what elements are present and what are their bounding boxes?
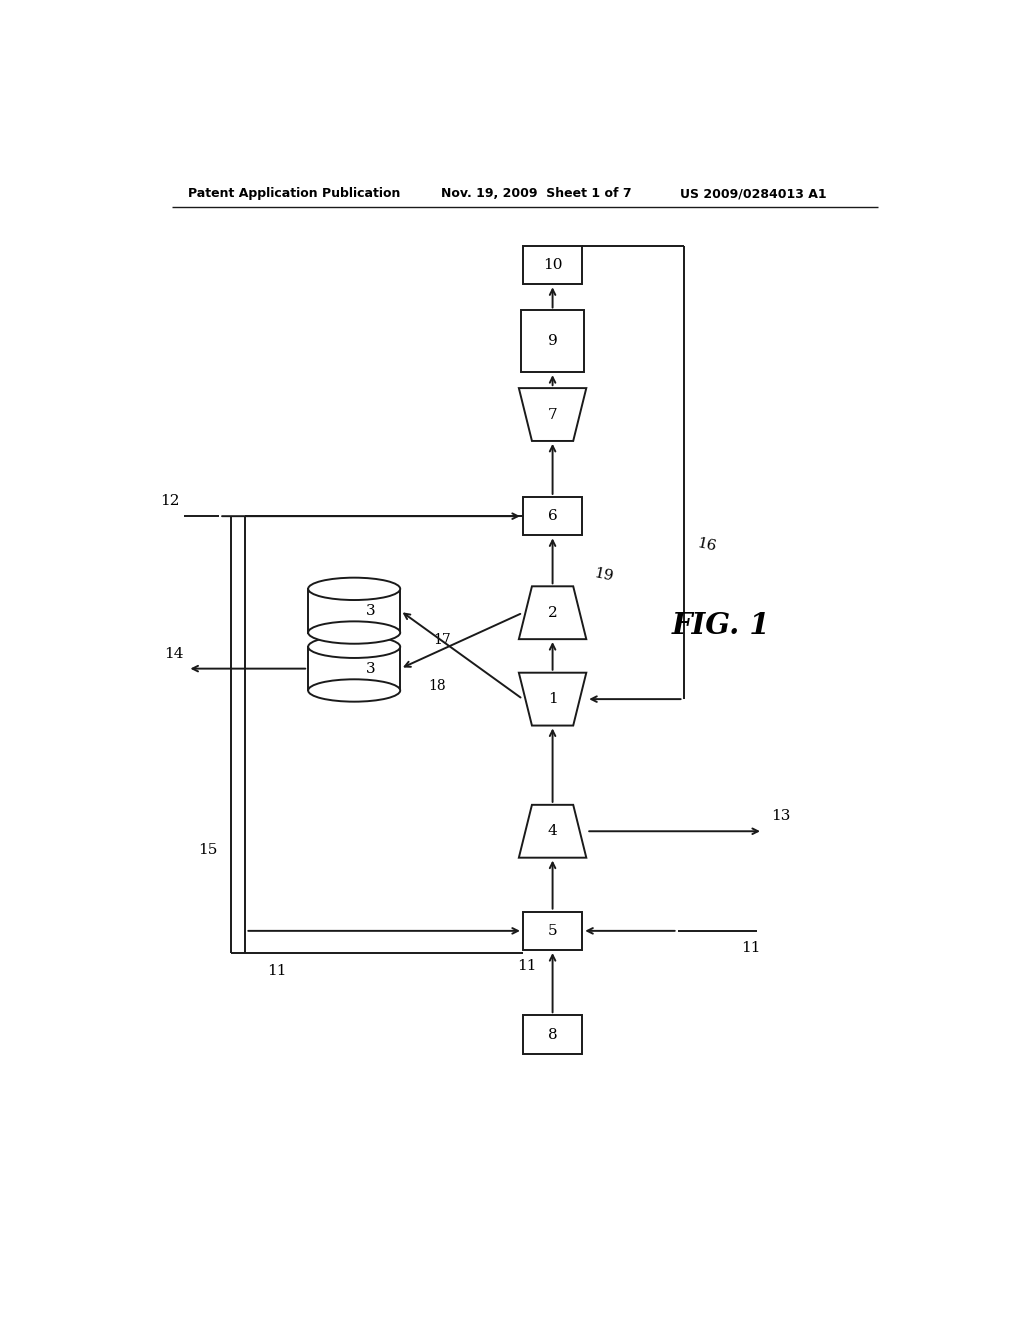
Polygon shape [519,673,587,726]
Text: Patent Application Publication: Patent Application Publication [187,187,400,201]
Text: US 2009/0284013 A1: US 2009/0284013 A1 [680,187,826,201]
Text: 6: 6 [548,510,557,523]
Text: 4: 4 [548,824,557,838]
Text: 7: 7 [548,408,557,421]
Text: 8: 8 [548,1027,557,1041]
Polygon shape [519,805,587,858]
Ellipse shape [308,680,400,702]
Bar [523,246,583,284]
Bar [523,912,583,950]
Text: 11: 11 [741,941,761,956]
Text: Nov. 19, 2009  Sheet 1 of 7: Nov. 19, 2009 Sheet 1 of 7 [441,187,632,201]
Text: FIG. 1: FIG. 1 [672,611,770,640]
Text: 11: 11 [517,960,537,973]
Ellipse shape [308,622,400,644]
Ellipse shape [308,578,400,601]
Bar [308,589,400,632]
Text: 15: 15 [199,842,218,857]
Text: 19: 19 [592,566,614,583]
Text: 11: 11 [267,965,287,978]
Bar [308,647,400,690]
Text: 10: 10 [543,259,562,272]
Text: 16: 16 [695,536,718,553]
Bar [523,496,583,536]
Text: 3: 3 [366,661,375,676]
Bar [523,1015,583,1053]
Text: 9: 9 [548,334,557,348]
Polygon shape [519,388,587,441]
Text: 14: 14 [164,647,183,660]
Text: 2: 2 [548,606,557,619]
Bar [521,310,584,372]
Text: 18: 18 [428,678,445,693]
Polygon shape [519,586,587,639]
Text: 13: 13 [771,809,791,824]
Text: 12: 12 [160,494,179,508]
Text: 17: 17 [433,634,452,647]
Text: 3: 3 [366,603,375,618]
Text: 5: 5 [548,924,557,939]
Ellipse shape [308,636,400,657]
Text: 1: 1 [548,692,557,706]
